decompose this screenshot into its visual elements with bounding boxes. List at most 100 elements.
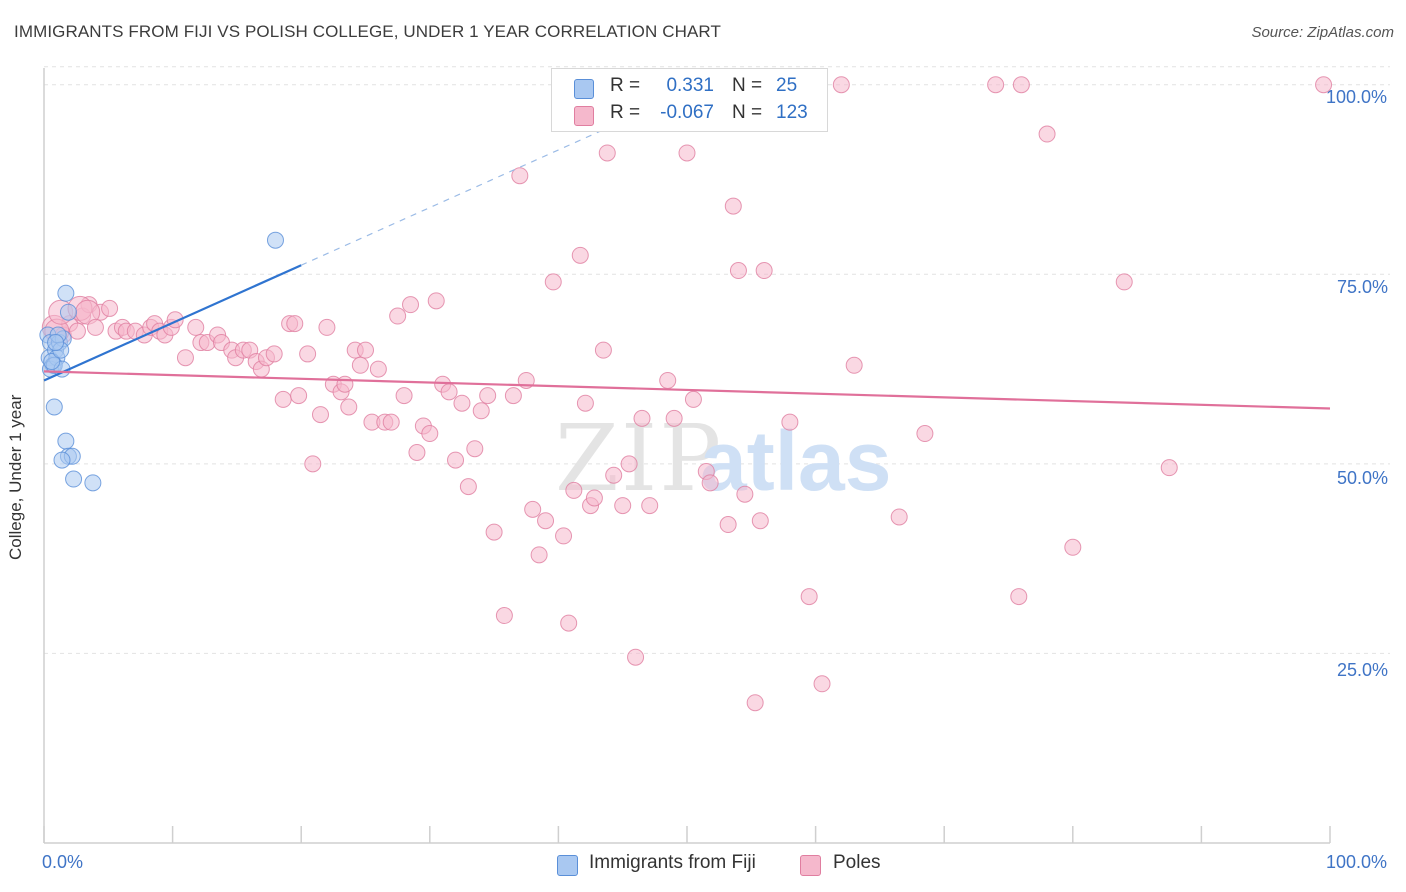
poles-point — [560, 614, 578, 632]
poles-point — [427, 292, 445, 310]
chart-title: IMMIGRANTS FROM FIJI VS POLISH COLLEGE, … — [14, 22, 721, 41]
poles-point — [453, 394, 471, 412]
legend-swatch-fiji — [574, 79, 594, 99]
poles-point — [594, 341, 612, 359]
poles-point — [1115, 273, 1133, 291]
correlation-legend: R = 0.331 N = 25 R = -0.067 N = 123 — [551, 68, 828, 132]
poles-point — [633, 409, 651, 427]
poles-point — [755, 262, 773, 280]
poles-point — [299, 345, 317, 363]
poles-point — [495, 607, 513, 625]
poles-point — [585, 489, 603, 507]
source-label: Source: ZipAtlas.com — [1251, 24, 1394, 41]
fiji-point — [65, 470, 83, 488]
poles-point — [402, 296, 420, 314]
poles-point — [382, 413, 400, 431]
legend-r-value-fiji: 0.331 — [666, 75, 714, 96]
fiji-point — [53, 451, 71, 469]
poles-point — [472, 402, 490, 420]
y-tick-label-100: 100.0% — [1326, 87, 1388, 107]
y-tick-label-75: 75.0% — [1337, 277, 1389, 297]
poles-point — [684, 390, 702, 408]
fiji-point — [266, 231, 284, 249]
poles-point — [736, 485, 754, 503]
poles-point — [813, 675, 831, 693]
legend-n-value-poles: 123 — [776, 102, 808, 123]
poles-point — [1160, 459, 1178, 477]
poles-point — [641, 497, 659, 515]
poles-point — [101, 299, 119, 317]
poles-point — [369, 360, 387, 378]
x-tick-label-min: 0.0% — [42, 852, 84, 872]
fiji-point — [57, 432, 75, 450]
bottom-legend-label-fiji: Immigrants from Fiji — [589, 852, 756, 873]
poles-point — [555, 527, 573, 545]
watermark-atlas: atlas — [700, 414, 891, 508]
poles-point — [719, 516, 737, 534]
poles-point — [311, 406, 329, 424]
x-tick-label-max: 100.0% — [1326, 852, 1388, 872]
poles-point — [1064, 538, 1082, 556]
poles-point — [746, 694, 764, 712]
poles-point — [504, 387, 522, 405]
poles-point — [440, 383, 458, 401]
grid-lines — [44, 66, 1390, 654]
fiji-point — [59, 303, 77, 321]
poles-point — [176, 349, 194, 367]
poles-point — [665, 409, 683, 427]
poles-point — [678, 144, 696, 162]
legend-row-fiji: R = 0.331 N = 25 — [552, 75, 827, 101]
poles-point — [729, 262, 747, 280]
poles-point — [511, 167, 529, 185]
poles-point — [598, 144, 616, 162]
poles-point — [751, 512, 769, 530]
poles-point — [524, 500, 542, 518]
poles-point — [614, 497, 632, 515]
poles-point — [890, 508, 908, 526]
poles-point — [605, 466, 623, 484]
fiji-trend-line — [43, 264, 302, 382]
legend-n-value-fiji: 25 — [776, 75, 798, 96]
poles-point — [485, 523, 503, 541]
poles-point — [537, 512, 555, 530]
poles-point — [286, 315, 304, 333]
legend-n-label: N = — [732, 75, 763, 96]
y-tick-label-25: 25.0% — [1337, 660, 1389, 680]
poles-point — [1315, 76, 1333, 94]
poles-point — [68, 322, 86, 340]
poles-point — [389, 307, 407, 325]
axes — [43, 68, 1331, 844]
y-axis-label: College, Under 1 year — [6, 394, 25, 560]
poles-point — [987, 76, 1005, 94]
legend-r-value-poles: -0.067 — [660, 102, 714, 123]
poles-point — [620, 455, 638, 473]
poles-point — [466, 440, 484, 458]
poles-point — [336, 375, 354, 393]
poles-point — [459, 478, 477, 496]
poles-point — [290, 387, 308, 405]
bottom-legend-swatch-poles — [800, 855, 821, 876]
poles-point — [576, 394, 594, 412]
poles-point — [274, 390, 292, 408]
poles-point — [421, 425, 439, 443]
poles-point — [571, 246, 589, 264]
poles-point — [408, 444, 426, 461]
bottom-legend-label-poles: Poles — [833, 852, 881, 873]
bottom-legend-swatch-fiji — [557, 855, 578, 876]
poles-point — [659, 371, 677, 389]
fiji-points — [39, 231, 284, 492]
poles-point — [340, 398, 358, 416]
poles-point — [627, 648, 645, 666]
legend-r-label: R = — [610, 75, 641, 96]
fiji-point — [47, 334, 65, 352]
poles-point — [187, 318, 205, 336]
poles-point — [701, 474, 719, 492]
legend-r-label: R = — [610, 102, 641, 123]
poles-point — [530, 546, 548, 564]
poles-point — [800, 588, 818, 606]
poles-point — [845, 356, 863, 374]
legend-swatch-poles — [574, 106, 594, 126]
y-tick-label-50: 50.0% — [1337, 468, 1389, 488]
poles-point — [318, 318, 336, 336]
